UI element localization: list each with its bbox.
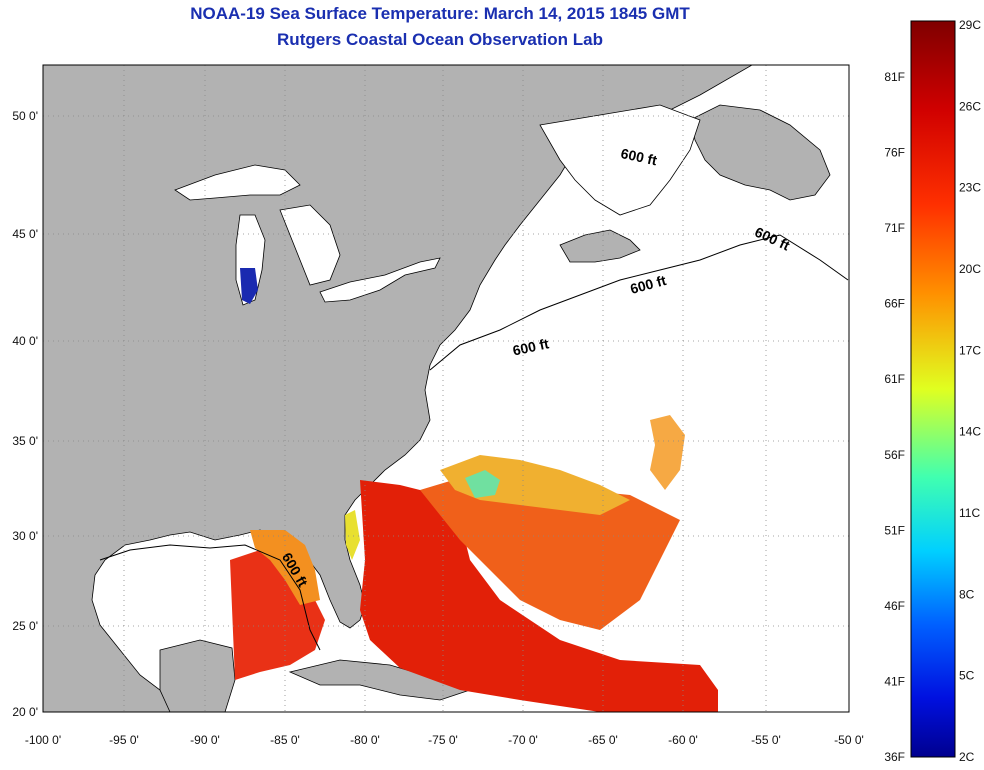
land-newfoundland xyxy=(689,104,831,201)
longitude-label: -100 0' xyxy=(25,733,61,747)
lake-erie-ontario xyxy=(319,257,441,303)
colorbar-fahrenheit-label: 76F xyxy=(884,146,905,160)
colorbar-fahrenheit-label: 36F xyxy=(884,750,905,764)
sst-atlantic-scattered xyxy=(650,415,685,490)
lake-superior xyxy=(174,164,301,201)
colorbar-celsius-label: 2C xyxy=(959,750,975,764)
longitude-label: -75 0' xyxy=(428,733,458,747)
land-nova-scotia xyxy=(559,229,641,263)
lake-huron xyxy=(279,204,341,286)
colorbar-fahrenheit-label: 81F xyxy=(884,70,905,84)
colorbar-celsius-label: 20C xyxy=(959,262,981,276)
colorbar-fahrenheit-label: 56F xyxy=(884,448,905,462)
longitude-label: -50 0' xyxy=(834,733,864,747)
colorbar-celsius-label: 26C xyxy=(959,99,981,113)
latitude-label: 20 0' xyxy=(12,705,38,719)
land-cuba xyxy=(288,659,472,701)
colorbar-celsius-label: 29C xyxy=(959,18,981,32)
sst-atlantic-orange xyxy=(420,475,680,630)
latitude-label: 40 0' xyxy=(12,334,38,348)
colorbar-fahrenheit-label: 46F xyxy=(884,599,905,613)
colorbar-celsius-label: 8C xyxy=(959,587,975,601)
colorbar-celsius-label: 17C xyxy=(959,343,981,357)
latitude-label: 25 0' xyxy=(12,619,38,633)
colorbar xyxy=(910,20,956,758)
colorbar-celsius-label: 14C xyxy=(959,425,981,439)
longitude-label: -70 0' xyxy=(508,733,538,747)
contour-label: 600 ft xyxy=(619,145,658,168)
latitude-label: 35 0' xyxy=(12,434,38,448)
sst-atlantic-cool-patch xyxy=(465,470,500,498)
latitude-label: 30 0' xyxy=(12,529,38,543)
colorbar-fahrenheit-label: 41F xyxy=(884,674,905,688)
sst-atlantic-yellow-orange xyxy=(440,455,630,515)
isobath-600ft-north xyxy=(429,234,849,371)
colorbar-celsius-label: 23C xyxy=(959,181,981,195)
sst-lake-michigan-cold xyxy=(240,268,258,304)
colorbar-fahrenheit-label: 61F xyxy=(884,372,905,386)
longitude-label: -90 0' xyxy=(190,733,220,747)
longitude-label: -85 0' xyxy=(270,733,300,747)
land-yucatan xyxy=(159,639,236,712)
longitude-label: -65 0' xyxy=(588,733,618,747)
longitude-label: -55 0' xyxy=(751,733,781,747)
map-title: NOAA-19 Sea Surface Temperature: March 1… xyxy=(190,4,690,23)
sst-florida-yellow xyxy=(345,510,360,560)
isobath-600ft-gulf xyxy=(99,544,321,651)
latitude-label: 50 0' xyxy=(12,109,38,123)
colorbar-celsius-label: 11C xyxy=(959,506,980,520)
colorbar-fahrenheit-label: 71F xyxy=(884,221,905,235)
colorbar-fahrenheit-label: 51F xyxy=(884,523,905,537)
gulf-st-lawrence xyxy=(539,104,701,216)
colorbar-fahrenheit-label: 66F xyxy=(884,297,905,311)
colorbar-celsius-label: 5C xyxy=(959,669,975,683)
longitude-label: -80 0' xyxy=(350,733,380,747)
longitude-label: -95 0' xyxy=(109,733,139,747)
longitude-label: -60 0' xyxy=(668,733,698,747)
sst-atlantic-red xyxy=(360,480,718,712)
plot-frame xyxy=(42,64,850,713)
contour-label: 600 ft xyxy=(511,335,550,358)
latitude-label: 45 0' xyxy=(12,227,38,241)
map-subtitle: Rutgers Coastal Ocean Observation Lab xyxy=(277,30,603,49)
